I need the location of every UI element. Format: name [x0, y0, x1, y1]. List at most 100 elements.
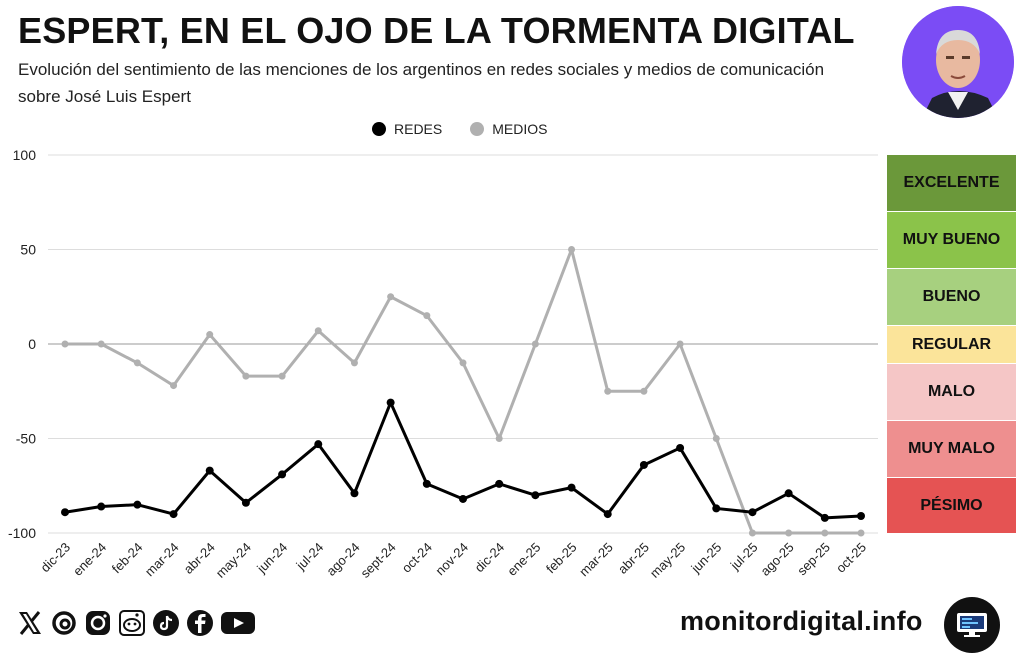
legend-marker-redes [372, 122, 386, 136]
x-tick-label: dic-23 [37, 540, 73, 576]
x-tick-label: feb-25 [543, 540, 580, 577]
chart-subtitle: Evolución del sentimiento de las mencion… [18, 60, 825, 106]
data-point-redes [603, 510, 612, 519]
data-point-medios [278, 372, 286, 380]
tiktok-icon[interactable] [152, 609, 180, 637]
data-point-redes [857, 511, 865, 520]
data-point-redes [422, 479, 431, 488]
data-point-redes [567, 483, 576, 492]
data-point-redes [133, 500, 142, 509]
facebook-icon[interactable] [186, 609, 214, 637]
x-tick-label: mar-24 [142, 540, 182, 580]
data-point-medios [387, 293, 395, 301]
data-point-redes [278, 470, 287, 479]
site-url[interactable]: monitordigital.info [680, 606, 923, 636]
data-point-medios [170, 382, 178, 390]
x-tick-label: ene-25 [504, 540, 543, 579]
legend-marker-medios [470, 122, 485, 136]
data-point-redes [495, 479, 504, 488]
data-point-medios [857, 529, 865, 537]
data-point-medios [97, 340, 105, 348]
scale-band-regular: REGULAR [887, 326, 1016, 364]
data-point-redes [820, 513, 829, 522]
data-point-redes [61, 508, 69, 517]
data-point-medios [568, 246, 576, 253]
data-point-medios [133, 359, 141, 367]
data-point-medios [748, 529, 756, 537]
y-tick-label: 100 [13, 147, 37, 163]
data-point-medios [423, 312, 431, 320]
data-point-redes [676, 443, 685, 452]
monitor-logo-icon [944, 597, 1000, 653]
sentiment-scale: EXCELENTE MUY BUENO BUENO REGULAR MALO M… [887, 155, 1016, 534]
data-point-redes [314, 440, 323, 449]
y-tick-label: 0 [28, 336, 36, 352]
x-tick-label: may-24 [213, 540, 254, 581]
data-point-redes [241, 498, 250, 507]
legend-label-medios: MEDIOS [492, 121, 548, 137]
series-line-medios [65, 248, 861, 535]
x-tick-label: abr-25 [615, 540, 652, 577]
threads-icon[interactable] [50, 609, 78, 637]
data-point-medios [604, 387, 612, 395]
x-icon[interactable] [16, 609, 44, 637]
data-point-redes [205, 466, 214, 475]
x-tick-label: sep-25 [794, 540, 833, 579]
data-point-redes [350, 489, 359, 498]
x-tick-label: jul-25 [727, 540, 761, 574]
x-tick-label: dic-24 [472, 540, 508, 576]
scale-band-muy-bueno: MUY BUENO [887, 212, 1016, 269]
scale-band-excelente: EXCELENTE [887, 155, 1016, 212]
data-point-redes [712, 504, 721, 513]
data-point-medios [640, 387, 648, 395]
data-point-medios [61, 340, 69, 348]
data-point-medios [712, 435, 720, 442]
portrait-image [902, 6, 1014, 118]
y-tick-label: -100 [8, 525, 36, 541]
x-tick-label: nov-24 [432, 540, 471, 579]
data-point-medios [785, 529, 793, 537]
legend-label-redes: REDES [394, 121, 443, 137]
reddit-icon[interactable] [118, 609, 146, 637]
data-point-redes [748, 508, 757, 517]
youtube-icon[interactable] [220, 609, 256, 637]
data-point-medios [206, 331, 214, 339]
x-tick-label: oct-24 [399, 540, 435, 576]
x-tick-label: jun-25 [688, 540, 725, 577]
data-point-redes [784, 489, 793, 498]
legend-item-medios[interactable]: MEDIOS [470, 121, 547, 137]
y-tick-label: -50 [16, 431, 36, 447]
data-point-medios [531, 340, 539, 348]
x-tick-label: mar-25 [576, 540, 616, 580]
avatar [902, 6, 1014, 118]
data-point-medios [350, 359, 358, 367]
chart-title: ESPERT, EN EL OJO DE LA TORMENTA DIGITAL [18, 10, 855, 51]
scale-band-pesimo: PÉSIMO [887, 478, 1016, 534]
x-tick-label: ene-24 [70, 540, 109, 579]
legend-item-redes[interactable]: REDES [372, 121, 442, 137]
scale-band-muy-malo: MUY MALO [887, 421, 1016, 478]
x-tick-label: may-25 [647, 540, 688, 581]
data-point-redes [169, 510, 178, 519]
data-point-medios [459, 359, 467, 367]
data-point-redes [531, 491, 540, 500]
scale-band-malo: MALO [887, 364, 1016, 421]
data-point-medios [495, 435, 503, 442]
social-icons [16, 609, 256, 637]
x-tick-label: jun-24 [253, 540, 290, 577]
x-tick-label: oct-25 [833, 540, 869, 576]
scale-band-bueno: BUENO [887, 269, 1016, 326]
data-point-redes [386, 398, 395, 407]
x-tick-label: ago-25 [758, 540, 797, 579]
data-point-redes [639, 460, 648, 469]
data-point-medios [676, 340, 684, 348]
data-point-redes [97, 502, 106, 511]
instagram-icon[interactable] [84, 609, 112, 637]
data-point-medios [821, 529, 829, 537]
y-tick-label: 50 [20, 242, 36, 258]
x-tick-label: sept-24 [357, 540, 398, 581]
x-tick-label: ago-24 [323, 540, 362, 579]
x-tick-label: jul-24 [293, 540, 327, 574]
data-point-medios [242, 372, 250, 380]
